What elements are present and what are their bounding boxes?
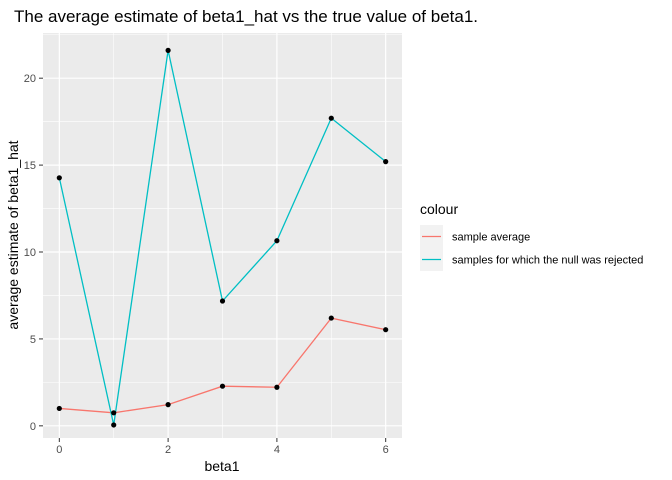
y-axis-ticks: 0 5 10 15 20 [24,73,43,433]
data-points [56,47,389,428]
data-point [56,175,62,181]
data-point [165,47,171,53]
legend-label-0: sample average [452,232,530,244]
data-point [165,402,171,408]
data-point [219,383,226,389]
data-point [111,410,117,416]
y-axis-title: average estimate of beta1_hat [5,140,21,329]
data-point [383,327,389,333]
y-tick-label: 0 [30,421,36,433]
data-point [274,384,280,390]
x-tick-label: 6 [383,444,389,456]
legend-title: colour [420,201,458,217]
y-tick-label: 10 [24,247,36,259]
chart-title: The average estimate of beta1_hat vs the… [14,7,478,26]
grid-major [43,33,402,438]
data-point [111,422,117,428]
legend-label-1: samples for which the null was rejected [452,255,643,267]
y-tick-label: 5 [30,334,36,346]
x-tick-label: 0 [56,444,62,456]
data-point [56,405,62,412]
data-point [328,315,334,321]
y-tick-label: 15 [24,160,36,172]
x-tick-label: 2 [165,444,171,456]
data-point [328,115,334,121]
x-axis-ticks: 0 2 4 6 [56,438,389,456]
x-axis-title: beta1 [204,458,239,474]
legend: colour sample average samples for which t… [420,201,643,271]
y-tick-label: 20 [24,73,36,85]
grid-minor [43,33,402,438]
data-point [219,298,226,304]
data-point [383,159,389,165]
data-point [274,238,280,244]
x-tick-label: 4 [274,444,280,456]
